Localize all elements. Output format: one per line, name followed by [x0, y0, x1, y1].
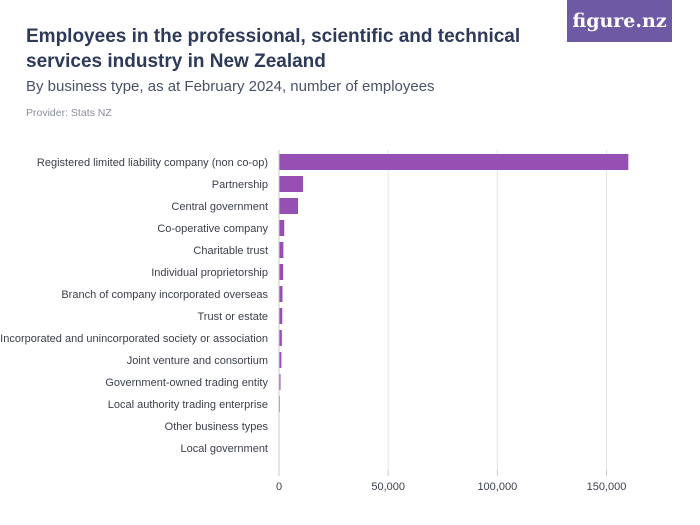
category-label: Incorporated and unincorporated society …: [0, 333, 268, 345]
bar: [279, 352, 282, 368]
bar: [279, 308, 283, 324]
category-label: Local authority trading enterprise: [108, 399, 268, 411]
category-label: Central government: [171, 201, 268, 213]
bar: [279, 198, 298, 214]
x-tick-label: 0: [276, 481, 282, 493]
category-label: Local government: [181, 443, 268, 455]
category-label: Joint venture and consortium: [127, 355, 268, 367]
category-label: Charitable trust: [193, 245, 268, 257]
bar: [279, 242, 284, 258]
bar: [279, 330, 282, 346]
bar: [279, 176, 304, 192]
x-tick-label: 100,000: [477, 481, 517, 493]
category-label: Trust or estate: [197, 311, 268, 323]
x-tick-label: 50,000: [371, 481, 405, 493]
category-label: Other business types: [165, 421, 269, 433]
bar: [279, 154, 629, 170]
category-label: Partnership: [212, 179, 268, 191]
category-label: Co-operative company: [157, 223, 268, 235]
category-label: Government-owned trading entity: [105, 377, 268, 389]
chart-subtitle: By business type, as at February 2024, n…: [26, 78, 435, 95]
category-label: Branch of company incorporated overseas: [61, 289, 268, 301]
x-tick-label: 150,000: [587, 481, 627, 493]
bar: [279, 286, 283, 302]
chart-title: Employees in the professional, scientifi…: [26, 26, 521, 72]
bar: [279, 264, 284, 280]
category-label: Individual proprietorship: [151, 267, 268, 279]
provider-label: Provider: Stats NZ: [26, 107, 112, 119]
bar: [279, 220, 285, 236]
bar: [279, 374, 281, 390]
figure-nz-logo[interactable]: figure.nz: [567, 0, 672, 42]
category-label: Registered limited liability company (no…: [37, 157, 268, 169]
